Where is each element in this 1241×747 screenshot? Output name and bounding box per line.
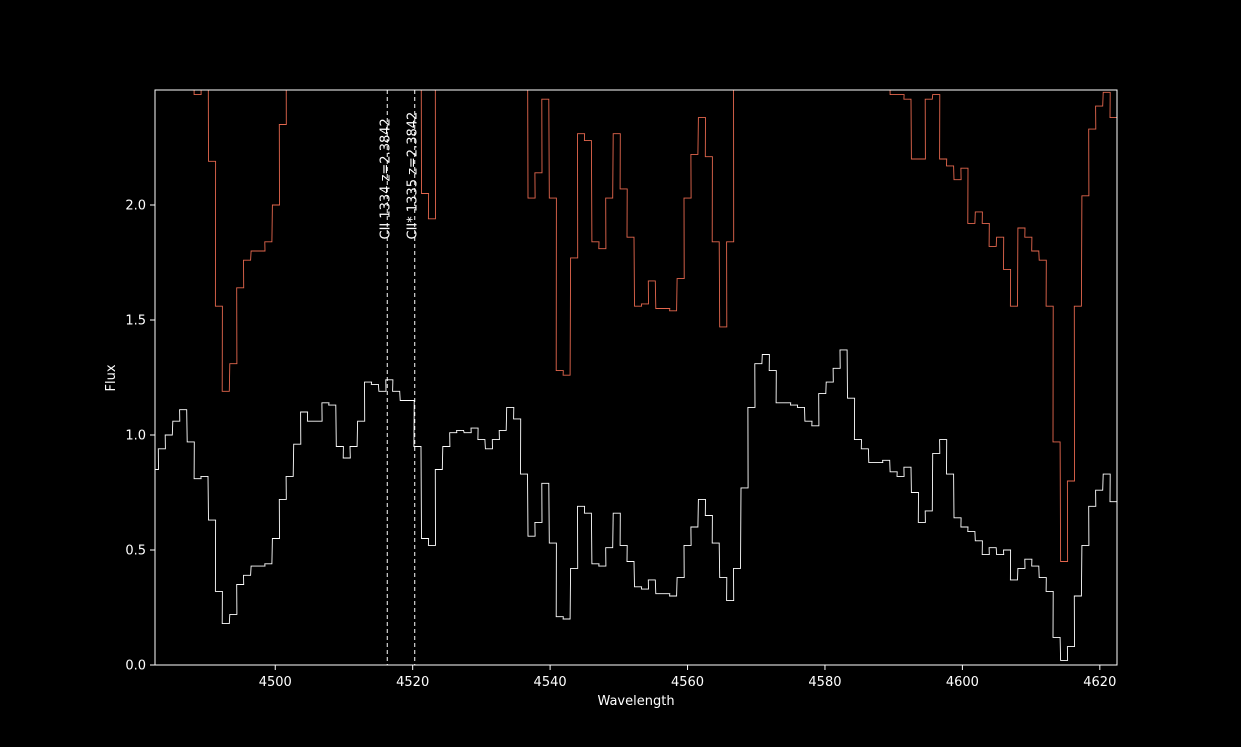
x-tick-label: 4620 [1083, 675, 1116, 690]
x-tick-label: 4520 [396, 675, 429, 690]
series-flux-line [155, 349, 1117, 661]
y-tick-label: 0.5 [125, 544, 146, 559]
y-axis: 0.0 0.5 1.0 1.5 2.0 [125, 199, 155, 674]
vline-label-1: CII 1334 z=2.3842 [378, 118, 393, 239]
x-tick-label: 4560 [671, 675, 704, 690]
series-error-line [193, 90, 1117, 562]
y-tick-label: 0.0 [125, 659, 146, 674]
y-tick-label: 1.0 [125, 429, 146, 444]
series-layer [155, 90, 1117, 661]
x-tick-label: 4500 [259, 675, 292, 690]
x-axis-label: Wavelength [597, 694, 674, 709]
x-axis: 4500 4520 4540 4560 4580 4600 4620 [259, 665, 1116, 690]
y-axis-label: Flux [104, 364, 119, 391]
x-tick-label: 4600 [946, 675, 979, 690]
y-tick-label: 1.5 [125, 314, 146, 329]
y-tick-label: 2.0 [125, 199, 146, 214]
vline-layer [386, 90, 416, 665]
plot-frame [154, 89, 1118, 666]
x-tick-label: 4540 [534, 675, 567, 690]
x-tick-label: 4580 [808, 675, 841, 690]
vline-label-2: CII* 1335 z=2.3842 [406, 112, 421, 240]
